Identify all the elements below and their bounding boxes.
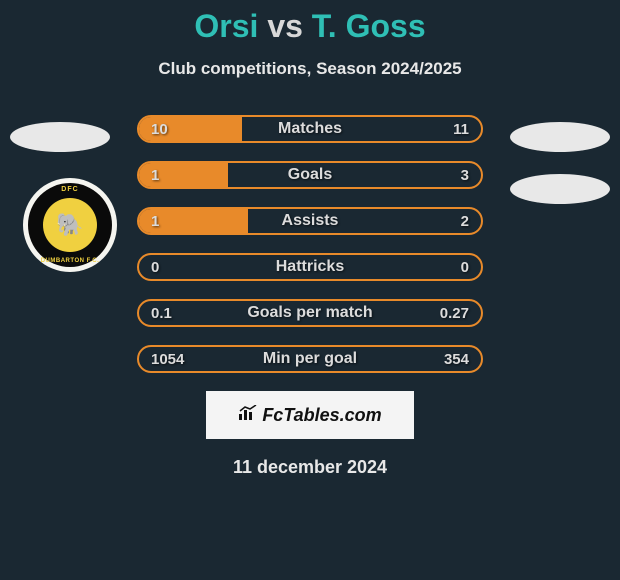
stat-row: 13Goals bbox=[137, 161, 483, 189]
stat-label: Matches bbox=[139, 117, 481, 141]
crest-top-text: DFC bbox=[28, 186, 112, 193]
stat-row: 1011Matches bbox=[137, 115, 483, 143]
stat-row: 12Assists bbox=[137, 207, 483, 235]
elephant-icon: 🐘 bbox=[56, 212, 83, 238]
crest-outer-ring: DFC 🐘 DUMBARTON F.C. bbox=[23, 178, 117, 272]
footer-brand-text: FcTables.com bbox=[262, 405, 381, 426]
stat-label: Hattricks bbox=[139, 255, 481, 279]
crest-inner: 🐘 bbox=[43, 198, 97, 252]
player-badge-placeholder bbox=[510, 174, 610, 204]
stat-label: Assists bbox=[139, 209, 481, 233]
stat-row: 1054354Min per goal bbox=[137, 345, 483, 373]
stat-label: Goals bbox=[139, 163, 481, 187]
stat-row: 0.10.27Goals per match bbox=[137, 299, 483, 327]
infographic-root: Orsi vs T. Goss Club competitions, Seaso… bbox=[0, 0, 620, 478]
stat-row: 00Hattricks bbox=[137, 253, 483, 281]
player-badge-placeholder bbox=[510, 122, 610, 152]
vs-label: vs bbox=[267, 8, 303, 44]
stats-bars: 1011Matches 13Goals 12Assists 00Hattricks 0.… bbox=[137, 115, 483, 373]
crest-bottom-text: DUMBARTON F.C. bbox=[28, 258, 112, 264]
chart-icon bbox=[238, 405, 258, 426]
page-title: Orsi vs T. Goss bbox=[0, 8, 620, 45]
date-label: 11 december 2024 bbox=[0, 457, 620, 478]
stat-label: Min per goal bbox=[139, 347, 481, 371]
player2-name: T. Goss bbox=[312, 8, 426, 44]
player1-name: Orsi bbox=[194, 8, 258, 44]
club-crest: DFC 🐘 DUMBARTON F.C. bbox=[23, 178, 117, 272]
crest-black-ring: DFC 🐘 DUMBARTON F.C. bbox=[28, 183, 112, 267]
footer-brand: FcTables.com bbox=[206, 391, 414, 439]
player-badge-placeholder bbox=[10, 122, 110, 152]
subtitle: Club competitions, Season 2024/2025 bbox=[0, 59, 620, 79]
stat-label: Goals per match bbox=[139, 301, 481, 325]
